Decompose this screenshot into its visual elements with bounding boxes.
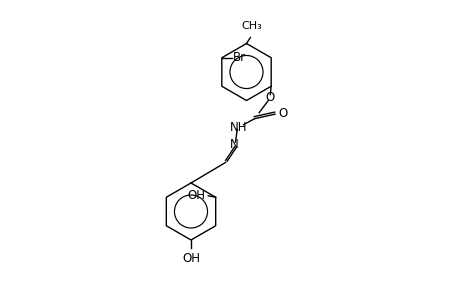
Text: OH: OH <box>187 189 205 202</box>
Text: O: O <box>278 107 287 120</box>
Text: OH: OH <box>182 252 200 265</box>
Text: Br: Br <box>233 51 246 64</box>
Text: N: N <box>230 138 238 151</box>
Text: CH₃: CH₃ <box>241 21 262 31</box>
Text: NH: NH <box>229 121 246 134</box>
Text: O: O <box>264 91 274 104</box>
